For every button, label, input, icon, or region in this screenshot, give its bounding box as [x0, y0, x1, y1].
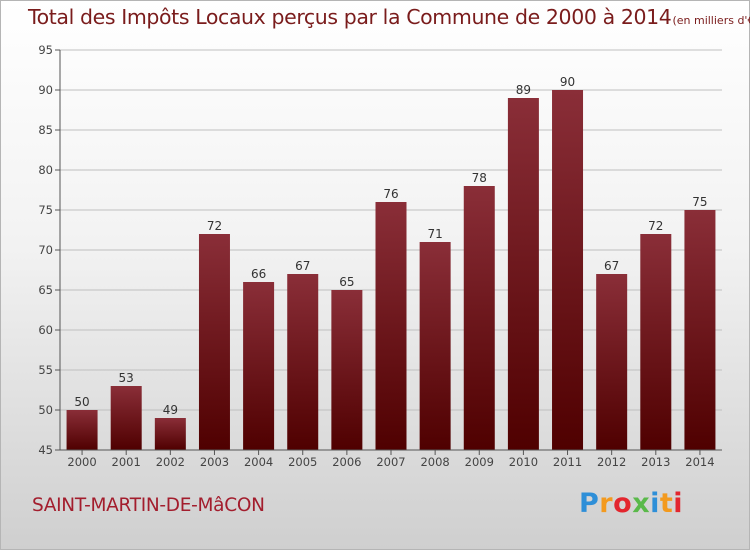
x-tick-label: 2009: [465, 455, 494, 469]
bar: [463, 186, 495, 450]
bar: [507, 98, 539, 450]
data-label: 67: [604, 259, 619, 273]
bars: 50 53 49 72 66 67 65 76 71 78 89 90 67 72 75: [66, 75, 716, 450]
x-tick-label: 2000: [67, 455, 96, 469]
data-label: 72: [207, 219, 222, 233]
x-tick-label: 2013: [641, 455, 670, 469]
brand-letter: o: [613, 488, 633, 519]
data-label: 67: [295, 259, 310, 273]
x-tick-label: 2003: [200, 455, 229, 469]
proxiti-logo[interactable]: Proxiti: [579, 488, 683, 519]
bar: [154, 418, 186, 450]
brand-letter: x: [632, 488, 651, 519]
x-tick-label: 2010: [509, 455, 538, 469]
brand-letter: t: [659, 488, 674, 519]
x-tick-label: 2007: [376, 455, 405, 469]
data-label: 50: [74, 395, 89, 409]
bar: [243, 282, 275, 450]
x-tick-label: 2002: [156, 455, 185, 469]
brand-letter: i: [673, 488, 684, 519]
bar: [110, 386, 142, 450]
data-label: 66: [251, 267, 266, 281]
bar: [640, 234, 672, 450]
y-tick-label: 45: [38, 443, 53, 457]
data-label: 65: [339, 275, 354, 289]
y-tick-label: 75: [38, 203, 53, 217]
y-tick-label: 95: [38, 43, 53, 57]
y-tick-label: 70: [38, 243, 53, 257]
commune-name: SAINT-MARTIN-DE-MâCON: [32, 495, 265, 516]
bar: [552, 90, 584, 450]
y-tick-label: 85: [38, 123, 53, 137]
data-label: 71: [427, 227, 442, 241]
bar: [287, 274, 319, 450]
y-tick-label: 55: [38, 363, 53, 377]
bar: [419, 242, 451, 450]
bar: [596, 274, 628, 450]
bar: [375, 202, 407, 450]
data-label: 53: [119, 371, 134, 385]
data-label: 75: [692, 195, 707, 209]
data-label: 78: [472, 171, 487, 185]
x-tick-label: 2014: [685, 455, 714, 469]
title-row: Total des Impôts Locaux perçus par la Co…: [28, 5, 750, 29]
x-tick-label: 2006: [332, 455, 361, 469]
unit-label: (en milliers d'€): [672, 14, 750, 27]
brand-letter: P: [579, 488, 600, 519]
chart-title: Total des Impôts Locaux perçus par la Co…: [28, 5, 672, 29]
y-tick-label: 90: [38, 83, 53, 97]
bar: [66, 410, 98, 450]
x-tick-label: 2005: [288, 455, 317, 469]
axes: 45 50 55 60 65 70 75 80 85 90 95 2000 2001 2002 2003 20…: [38, 43, 722, 469]
y-tick-label: 80: [38, 163, 53, 177]
x-tick-label: 2011: [553, 455, 582, 469]
data-label: 90: [560, 75, 575, 89]
data-label: 76: [383, 187, 398, 201]
x-tick-label: 2008: [420, 455, 449, 469]
bar: [684, 210, 716, 450]
bar: [198, 234, 230, 450]
brand-letter: i: [650, 488, 660, 519]
brand-letter: r: [599, 488, 614, 519]
x-tick-label: 2012: [597, 455, 626, 469]
y-tick-label: 65: [38, 283, 53, 297]
bar: [331, 290, 363, 450]
y-tick-label: 60: [38, 323, 53, 337]
y-tick-label: 50: [38, 403, 53, 417]
x-tick-label: 2001: [112, 455, 141, 469]
data-label: 72: [648, 219, 663, 233]
x-tick-label: 2004: [244, 455, 273, 469]
data-label: 49: [163, 403, 178, 417]
data-label: 89: [516, 83, 531, 97]
